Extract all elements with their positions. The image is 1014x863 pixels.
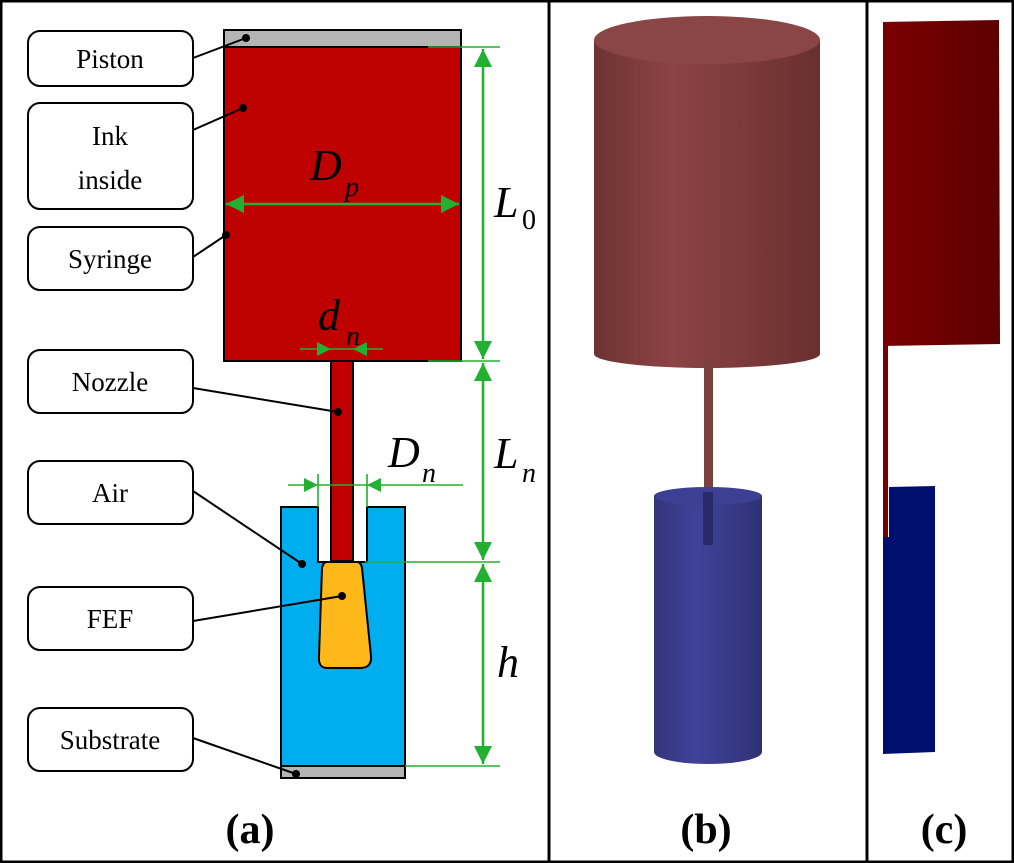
air-leader-dot <box>298 560 306 568</box>
piston-label: Piston <box>76 44 144 74</box>
caption-a: (a) <box>226 807 275 853</box>
substrate-leader <box>192 737 297 775</box>
ln-arrow-bottom <box>474 542 492 560</box>
air-leader <box>192 490 303 565</box>
caption-c: (c) <box>921 807 968 853</box>
panel-b: (b) <box>594 16 820 853</box>
substrate-shape <box>280 765 406 779</box>
panel-c: (c) <box>883 20 1000 853</box>
fef-leader-dot <box>338 592 346 600</box>
section-syringe <box>883 20 1000 346</box>
render-nozzle <box>704 360 713 492</box>
dn-outer-arrow-right <box>367 478 381 492</box>
nozzle-leader <box>192 387 339 413</box>
nozzle-label-box <box>27 349 194 414</box>
render-domain-body <box>654 496 762 764</box>
dn-arrow-left <box>317 342 331 356</box>
substrate-leader-dot <box>292 770 300 778</box>
piston-label-box <box>27 30 194 87</box>
l0-arrow-top <box>474 49 492 67</box>
fef-leader <box>192 595 343 622</box>
substrate-label: Substrate <box>60 725 161 755</box>
ink-leader <box>192 107 244 131</box>
section-domain <box>883 486 935 754</box>
syringe-label: Syringe <box>68 244 152 274</box>
section-nozzle <box>883 344 888 539</box>
l0-sub: 0 <box>522 205 536 236</box>
nozzle-label: Nozzle <box>72 367 148 397</box>
piston-leader <box>192 37 247 59</box>
ink-leader-dot <box>239 104 247 112</box>
ln-sub: n <box>522 458 536 489</box>
caption-b: (b) <box>680 807 731 853</box>
piston-leader-dot <box>242 34 250 42</box>
air-label: Air <box>92 478 128 508</box>
dn-outer-symbol: D n <box>387 428 436 489</box>
dn-arrow-right <box>353 342 367 356</box>
syringe-leader-dot <box>222 231 230 239</box>
syringe-leader <box>192 234 227 258</box>
h-symbol: h <box>497 638 519 687</box>
l0-main: L <box>493 178 518 227</box>
syringe-label-box <box>27 226 194 291</box>
dp-symbol: D p <box>309 141 359 203</box>
air-label-box <box>27 460 194 525</box>
fef-label: FEF <box>87 604 134 634</box>
l0-symbol: L 0 <box>493 178 536 236</box>
ink-label-box <box>27 102 194 210</box>
dn-outer-arrow-left <box>304 478 318 492</box>
dp-main: D <box>309 141 342 190</box>
ln-main: L <box>493 429 518 478</box>
ln-symbol: L n <box>493 429 536 489</box>
render-syringe-body <box>594 40 820 368</box>
dp-arrow-right <box>441 195 459 213</box>
ink-label-line1: Ink <box>92 121 128 151</box>
ink-label-line2: inside <box>78 165 143 195</box>
dn-outer-main: D <box>387 428 420 477</box>
ln-arrow-top <box>474 363 492 381</box>
fef-droplet <box>317 561 373 669</box>
dp-arrow-left <box>226 195 244 213</box>
fef-label-box <box>27 586 194 651</box>
h-arrow-bottom <box>474 746 492 764</box>
nozzle-shape <box>330 360 354 562</box>
render-nozzle-inside <box>703 492 713 545</box>
substrate-label-box <box>27 707 194 772</box>
piston-shape <box>223 29 462 48</box>
nozzle-leader-dot <box>334 408 342 416</box>
dn-sub: n <box>346 321 360 352</box>
dn-outer-sub: n <box>422 458 436 489</box>
render-syringe-top <box>594 16 820 64</box>
dn-symbol: d n <box>318 291 360 352</box>
l0-arrow-bottom <box>474 341 492 359</box>
h-arrow-top <box>474 564 492 582</box>
dn-main: d <box>318 291 341 340</box>
panel-a: Piston Ink inside Syringe Nozzle Air FEF… <box>27 29 536 853</box>
dp-sub: p <box>343 172 359 203</box>
